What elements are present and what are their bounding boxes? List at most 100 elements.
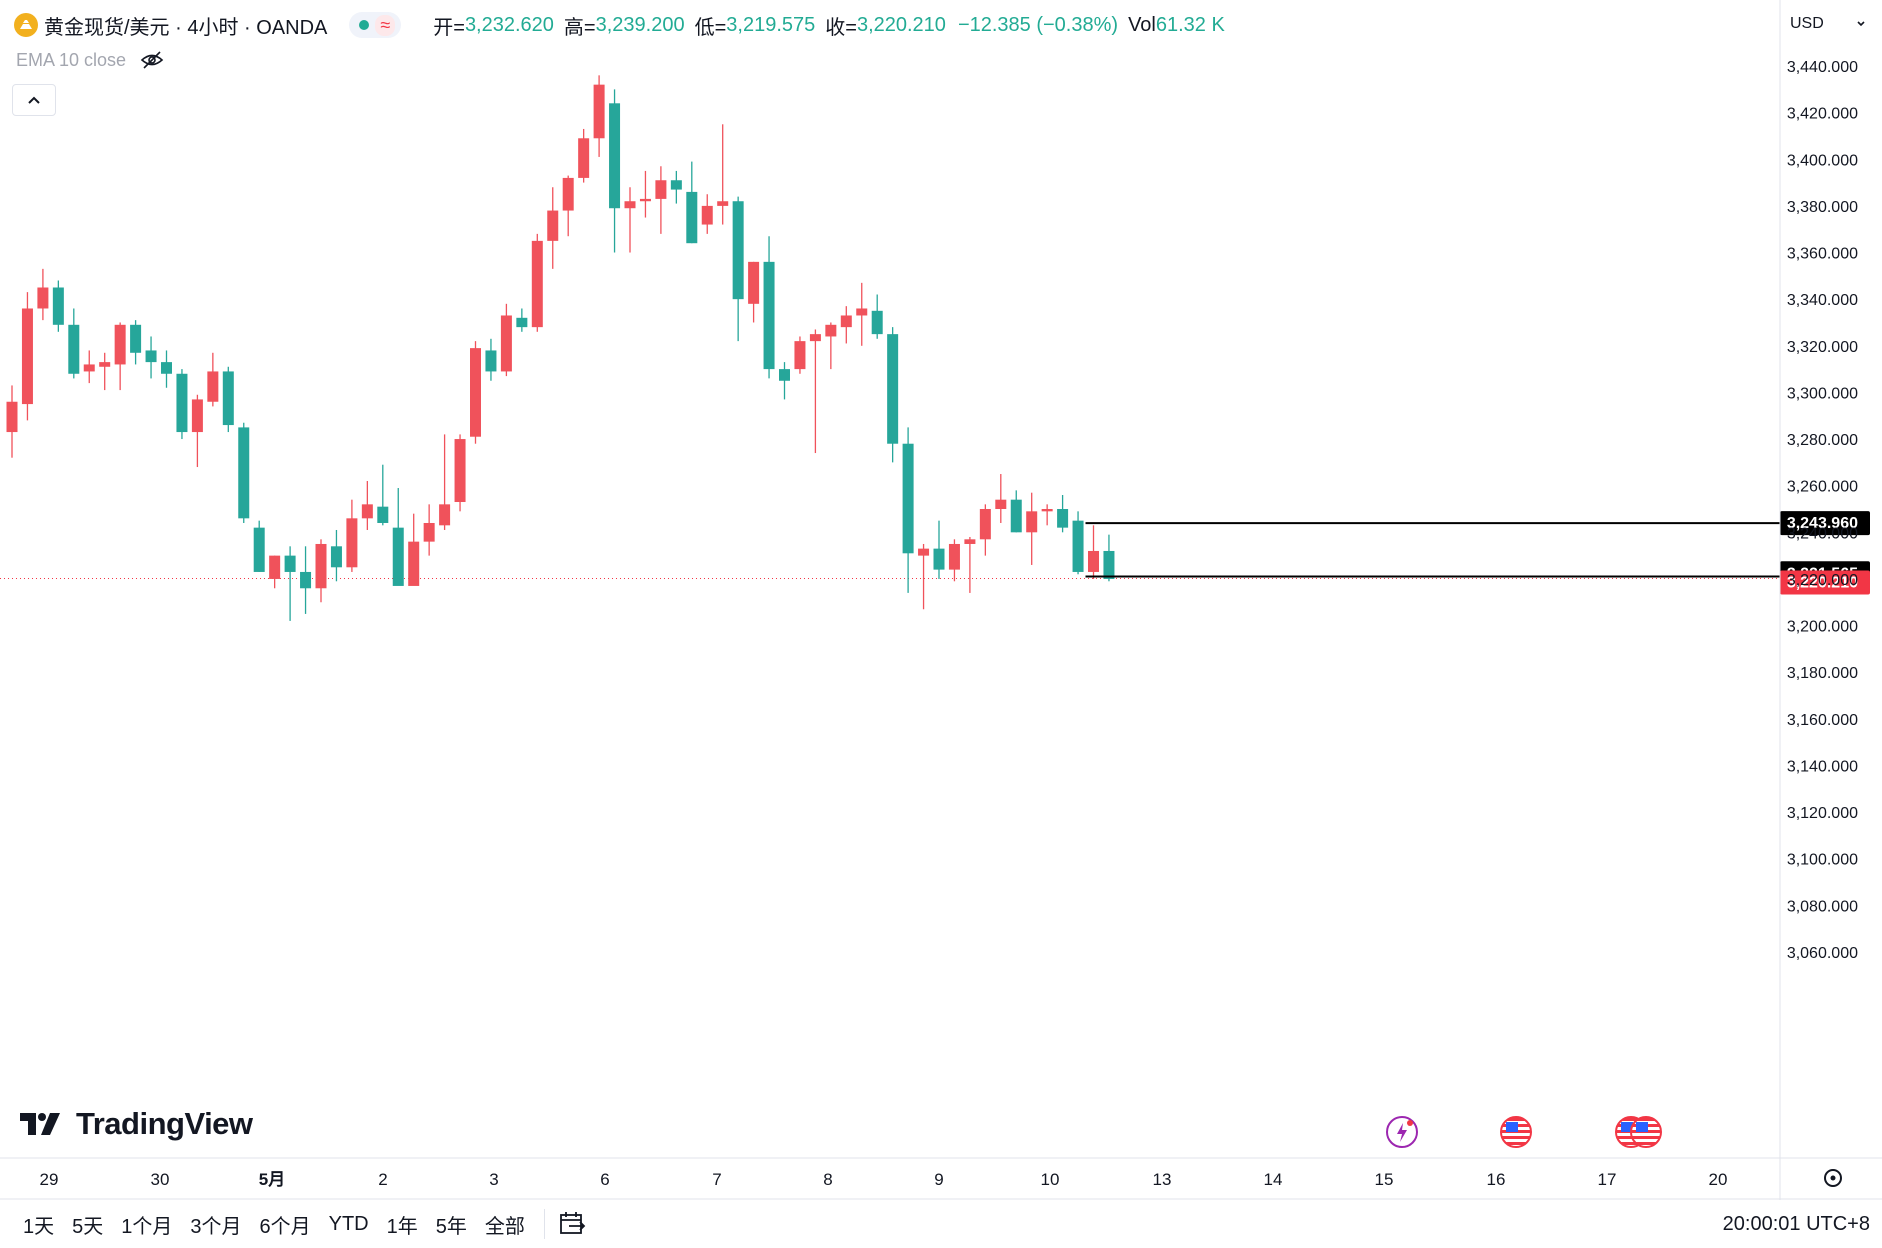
range-5y-button[interactable]: 5年 (435, 1215, 467, 1238)
candle (145, 336, 157, 379)
candle (114, 322, 126, 391)
price-label: 3,243.960 (1787, 515, 1858, 532)
candle (794, 336, 806, 374)
candle (547, 187, 559, 269)
candle-body (1072, 520, 1084, 572)
candle-body (500, 315, 512, 372)
candle-body (794, 341, 806, 370)
high-value: 3,239.200 (595, 13, 685, 36)
candle-body (83, 364, 95, 372)
eye-hidden-icon[interactable] (140, 50, 164, 70)
range-5d-button[interactable]: 5天 (72, 1215, 104, 1238)
candle (21, 292, 33, 421)
candle (130, 320, 142, 365)
candle-body (531, 240, 543, 328)
indicator-label: EMA 10 close (16, 49, 127, 70)
candle-body (99, 362, 111, 367)
candle (670, 170, 682, 204)
candle-body (933, 548, 945, 570)
price-axis[interactable]: 3,060.000 3,080.000 3,100.000 3,120.000 3,14… (1779, 0, 1858, 1200)
price-label-box (1780, 511, 1870, 536)
candle-body (485, 350, 497, 372)
candle (238, 422, 250, 523)
candle (717, 124, 729, 225)
candle (269, 555, 281, 589)
chevron-down-icon (1857, 21, 1865, 27)
candle-body (763, 261, 775, 370)
x-tick-label: 6 (600, 1170, 609, 1189)
range-all-button[interactable]: 全部 (484, 1215, 525, 1238)
go-to-date-icon[interactable] (557, 1209, 587, 1239)
candle-body (1088, 550, 1099, 572)
range-ytd-button[interactable]: YTD (328, 1212, 369, 1235)
candle (609, 89, 621, 253)
candle (1057, 495, 1069, 533)
low-label: 低= (694, 16, 727, 39)
range-1d-button[interactable]: 1天 (23, 1215, 55, 1238)
x-tick-label: 7 (712, 1170, 721, 1189)
time-axis[interactable]: 29 30 5月 2 3 6 7 8 9 10 13 14 15 16 17 20 (0, 1157, 1882, 1200)
candle (732, 196, 744, 342)
utc-clock[interactable]: 20:00:01 UTC+8 (1722, 1212, 1870, 1235)
range-1m-button[interactable]: 1个月 (121, 1215, 173, 1238)
candle-body (377, 506, 389, 523)
candle (83, 350, 95, 384)
symbol-title[interactable]: 黄金现货/美元 · 4小时 · OANDA (44, 16, 328, 39)
candle-body (423, 522, 435, 542)
x-tick-label: 14 (1264, 1170, 1283, 1189)
candle-body (578, 138, 590, 178)
x-tick-label: 9 (934, 1170, 943, 1189)
y-tick-label: 3,200.000 (1787, 619, 1858, 636)
range-1y-button[interactable]: 1年 (386, 1215, 418, 1238)
candle-body (52, 287, 64, 325)
candle-body (779, 369, 790, 381)
candle-body (408, 541, 420, 586)
candle-body (191, 399, 203, 433)
range-6m-button[interactable]: 6个月 (259, 1215, 311, 1238)
y-tick-label: 3,380.000 (1787, 199, 1858, 216)
candle-body (1057, 509, 1069, 528)
candle-body (840, 315, 852, 328)
y-tick-label: 3,400.000 (1787, 152, 1858, 169)
candle-body (361, 504, 373, 519)
currency-select[interactable]: USD (1784, 8, 1874, 40)
lightning-event-icon[interactable] (1386, 1116, 1418, 1148)
candle-body (330, 546, 342, 568)
candle (176, 369, 188, 440)
candle (531, 233, 543, 332)
collapse-legend-button[interactable] (12, 84, 56, 116)
us-flag-event-icon-3[interactable] (1630, 1116, 1662, 1148)
y-tick-label: 3,280.000 (1787, 432, 1858, 449)
candle (253, 520, 265, 572)
candle-body (918, 548, 930, 556)
y-tick-label: 3,240.000 (1787, 525, 1858, 542)
candle (639, 170, 651, 218)
candle-body (1010, 499, 1022, 533)
candle-body (392, 527, 404, 586)
settings-gear-icon[interactable] (1824, 1169, 1842, 1187)
candle-body (439, 504, 451, 526)
y-tick-label: 3,180.000 (1787, 665, 1858, 682)
candle (191, 394, 203, 468)
candle-body (717, 201, 729, 206)
symbol-legend: 黄金现货/美元 · 4小时 · OANDA ≈ 开= 3,232.620 高= 3,… (14, 10, 1225, 40)
tradingview-mark-icon (20, 1113, 60, 1135)
candle (1103, 534, 1115, 582)
candle (779, 362, 790, 400)
candle (809, 329, 821, 454)
us-flag-event-icon[interactable] (1500, 1116, 1532, 1148)
candle (593, 75, 605, 157)
range-3m-button[interactable]: 3个月 (190, 1215, 242, 1238)
candle (300, 546, 312, 614)
market-status-badge[interactable]: ≈ (349, 12, 402, 38)
candle-body (269, 555, 281, 579)
x-tick-label: 13 (1153, 1170, 1172, 1189)
x-tick-label: 17 (1598, 1170, 1617, 1189)
y-tick-label: 3,260.000 (1787, 479, 1858, 496)
x-tick-label: 20 (1709, 1170, 1728, 1189)
price-label-box (1780, 570, 1870, 595)
tradingview-logo[interactable]: TradingView (20, 1104, 253, 1144)
indicator-legend[interactable]: EMA 10 close (16, 48, 164, 72)
